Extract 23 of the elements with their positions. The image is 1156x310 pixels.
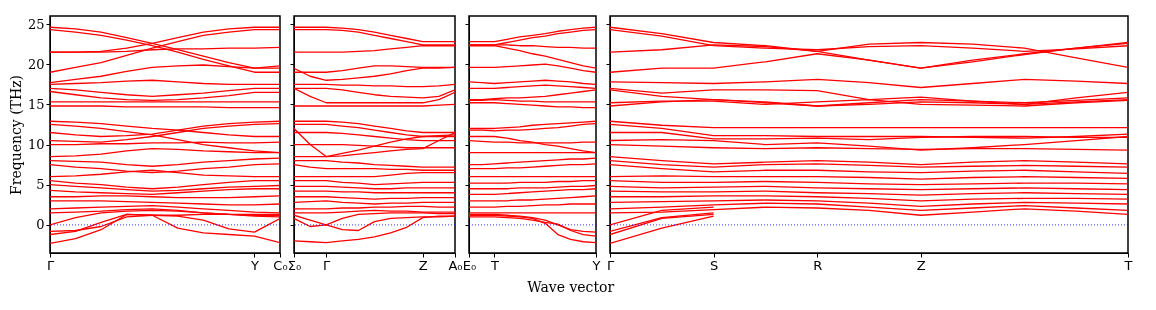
x-tick-label: Y — [249, 257, 259, 273]
x-tick-label: Z — [418, 257, 428, 273]
x-tick-label: S — [709, 257, 719, 273]
y-axis-title: Frequency (THz) — [7, 74, 24, 196]
y-tick-label: 15 — [27, 96, 45, 112]
x-tick-label: E₀ — [462, 257, 477, 273]
y-tick-label: 20 — [27, 56, 45, 72]
x-tick-label: Γ — [46, 257, 55, 273]
x-tick-label: Γ — [606, 257, 615, 273]
x-tick-label: Σ₀ — [287, 257, 302, 273]
y-tick-label: 0 — [36, 217, 45, 233]
x-tick-label: Γ — [323, 257, 332, 273]
x-tick-label: C₀ — [273, 257, 288, 273]
y-tick-label: 5 — [36, 177, 45, 193]
x-tick-label: A₀ — [448, 257, 463, 273]
x-tick-label: Y — [591, 257, 601, 273]
x-axis-title: Wave vector — [527, 278, 615, 295]
x-tick-label: T — [489, 257, 499, 273]
y-tick-label: 10 — [27, 137, 45, 153]
y-tick-label: 25 — [27, 16, 45, 32]
x-tick-label: Z — [916, 257, 926, 273]
x-tick-label: T — [1123, 257, 1133, 273]
x-tick-label: R — [813, 257, 823, 273]
